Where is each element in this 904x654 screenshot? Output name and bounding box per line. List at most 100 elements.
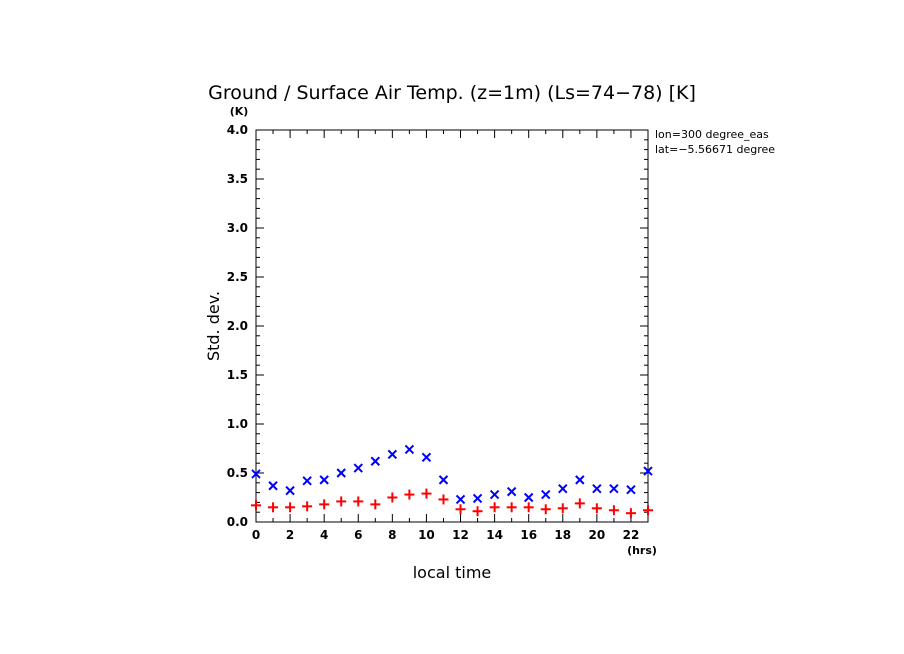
- annotation-longitude: lon=300 degree_eas: [655, 128, 769, 141]
- data-point-cross: [558, 483, 568, 494]
- data-point-plus: [591, 503, 602, 514]
- data-point-plus: [251, 500, 261, 511]
- data-point-plus: [319, 499, 330, 510]
- marker-stroke: [404, 444, 415, 455]
- data-point-cross: [404, 444, 415, 455]
- data-point-plus: [285, 502, 296, 513]
- marker-stroke: [302, 476, 312, 486]
- marker-stroke: [455, 494, 466, 505]
- data-point-plus: [404, 489, 415, 500]
- data-point-plus: [455, 504, 466, 515]
- marker-stroke: [541, 489, 551, 500]
- y-tick-label: 1.0: [227, 417, 248, 431]
- data-point-cross: [472, 493, 483, 504]
- data-point-plus: [353, 496, 364, 507]
- data-point-cross: [302, 476, 312, 486]
- data-point-cross: [523, 492, 534, 503]
- marker-stroke: [643, 466, 653, 476]
- marker-stroke: [353, 463, 363, 473]
- marker-stroke: [472, 493, 483, 504]
- axes-group: 0 2 4 6 8 10 12 14 16 18 20 22 0.0 0.5 1.0 1.5 2.0 2.5 3.0…: [227, 123, 649, 542]
- marker-stroke: [626, 484, 636, 495]
- marker-stroke: [268, 481, 278, 491]
- y-axis-unit: (K): [230, 105, 249, 118]
- marker-stroke: [370, 456, 381, 466]
- marker-stroke: [575, 475, 585, 485]
- data-point-plus: [489, 502, 500, 513]
- marker-stroke: [523, 492, 534, 503]
- x-tick-label: 0: [252, 528, 260, 542]
- y-tick-label: 2.0: [227, 319, 248, 333]
- data-point-cross: [455, 494, 466, 505]
- marker-stroke: [251, 469, 261, 479]
- annotation-latitude: lat=−5.56671 degree: [655, 143, 775, 156]
- marker-stroke: [438, 475, 449, 485]
- data-point-cross: [506, 486, 517, 497]
- data-point-plus: [336, 496, 347, 507]
- x-tick-label: 10: [418, 528, 435, 542]
- marker-stroke: [489, 489, 500, 500]
- y-tick-label: 4.0: [227, 123, 248, 137]
- x-tick-label: 12: [452, 528, 469, 542]
- data-point-cross: [319, 475, 329, 485]
- data-point-cross: [285, 485, 295, 496]
- chart-title: Ground / Surface Air Temp. (z=1m) (Ls=74…: [208, 82, 696, 104]
- data-point-cross: [421, 452, 432, 463]
- data-point-cross: [336, 468, 346, 478]
- data-point-plus: [540, 504, 551, 515]
- y-tick-label: 2.5: [227, 270, 248, 284]
- data-point-cross: [643, 466, 653, 476]
- data-point-cross: [251, 469, 261, 479]
- data-point-plus: [387, 492, 398, 503]
- data-point-cross: [268, 481, 278, 491]
- y-axis-label: Std. dev.: [204, 291, 223, 361]
- y-tick-label: 3.5: [227, 172, 248, 186]
- data-point-cross: [353, 463, 363, 473]
- x-tick-label: 8: [388, 528, 396, 542]
- x-tick-label: 18: [554, 528, 571, 542]
- data-point-plus: [574, 498, 585, 509]
- x-tick-label: 2: [286, 528, 294, 542]
- data-point-cross: [489, 489, 500, 500]
- data-point-plus: [472, 506, 483, 517]
- marker-stroke: [421, 452, 432, 463]
- data-point-plus: [557, 503, 568, 514]
- data-point-cross: [387, 449, 398, 460]
- data-point-plus: [625, 508, 636, 519]
- data-point-plus: [506, 502, 517, 513]
- data-point-cross: [370, 456, 381, 466]
- data-point-plus: [302, 501, 313, 512]
- marker-stroke: [506, 486, 517, 497]
- y-tick-label: 0.0: [227, 515, 248, 529]
- data-marks-group: [251, 444, 653, 519]
- x-tick-label: 22: [623, 528, 640, 542]
- x-axis-label: local time: [413, 563, 492, 582]
- data-point-plus: [643, 505, 653, 516]
- y-tick-label: 3.0: [227, 221, 248, 235]
- data-point-cross: [592, 483, 602, 494]
- data-point-cross: [541, 489, 551, 500]
- x-tick-label: 14: [486, 528, 503, 542]
- x-tick-label: 6: [354, 528, 362, 542]
- data-point-plus: [268, 502, 279, 513]
- data-point-cross: [609, 483, 619, 494]
- data-point-cross: [626, 484, 636, 495]
- x-axis-unit: (hrs): [627, 544, 657, 557]
- x-tick-label: 16: [520, 528, 537, 542]
- y-tick-label: 0.5: [227, 466, 248, 480]
- y-tick-label: 1.5: [227, 368, 248, 382]
- data-point-plus: [523, 502, 534, 513]
- marker-stroke: [319, 475, 329, 485]
- data-point-cross: [575, 475, 585, 485]
- marker-stroke: [285, 485, 295, 496]
- data-point-plus: [370, 499, 381, 510]
- marker-stroke: [609, 483, 619, 494]
- marker-stroke: [336, 468, 346, 478]
- marker-stroke: [387, 449, 398, 460]
- data-point-cross: [438, 475, 449, 485]
- marker-stroke: [558, 483, 568, 494]
- marker-stroke: [592, 483, 602, 494]
- data-point-plus: [608, 505, 619, 516]
